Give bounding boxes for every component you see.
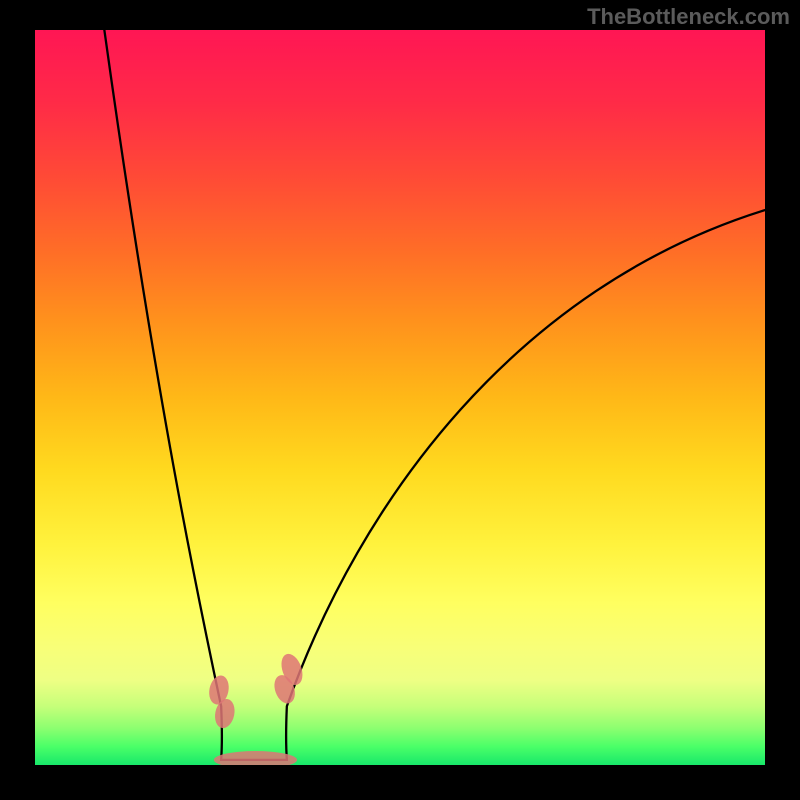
chart-container: TheBottleneck.com	[0, 0, 800, 800]
watermark-text: TheBottleneck.com	[587, 4, 790, 30]
curve-overlay	[35, 30, 765, 765]
marker-flat-bar	[214, 751, 297, 765]
plot-area	[35, 30, 765, 765]
bottleneck-curve	[104, 30, 765, 760]
